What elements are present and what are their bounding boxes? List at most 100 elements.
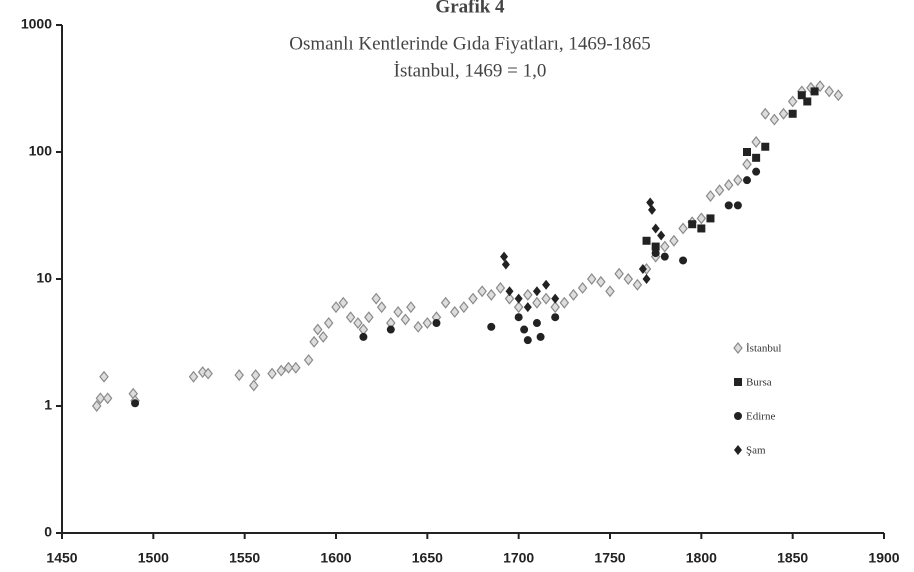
data-point bbox=[359, 332, 368, 341]
data-point bbox=[669, 234, 679, 247]
data-point bbox=[648, 204, 657, 215]
data-point bbox=[422, 317, 433, 330]
data-point bbox=[651, 242, 660, 251]
x-tick-label: 1900 bbox=[868, 550, 899, 566]
data-point bbox=[449, 306, 460, 318]
data-point bbox=[234, 369, 244, 382]
data-point bbox=[520, 325, 529, 334]
data-point bbox=[440, 296, 451, 309]
data-point bbox=[657, 230, 666, 241]
data-point bbox=[542, 279, 551, 290]
data-point bbox=[513, 301, 524, 314]
x-tick-label: 1550 bbox=[229, 550, 260, 566]
data-point bbox=[803, 97, 812, 106]
data-point bbox=[660, 240, 670, 253]
data-point bbox=[283, 361, 294, 374]
data-point bbox=[303, 354, 314, 367]
data-point bbox=[523, 288, 533, 301]
data-point bbox=[596, 275, 606, 288]
data-point bbox=[188, 370, 199, 383]
data-point bbox=[696, 212, 707, 225]
legend-marker bbox=[733, 342, 743, 354]
data-point bbox=[331, 301, 341, 314]
data-point bbox=[532, 296, 542, 309]
data-point bbox=[413, 320, 423, 333]
data-point bbox=[276, 364, 286, 377]
data-point bbox=[660, 252, 669, 261]
data-point bbox=[651, 249, 660, 258]
data-point bbox=[250, 369, 261, 382]
data-point bbox=[551, 293, 560, 304]
legend-label: Bursa bbox=[746, 377, 772, 389]
data-point bbox=[797, 91, 806, 100]
data-point bbox=[651, 223, 660, 234]
data-point bbox=[541, 292, 551, 305]
y-tick-label: 100 bbox=[29, 143, 53, 159]
data-point bbox=[400, 313, 411, 326]
data-point bbox=[487, 322, 496, 331]
data-point bbox=[371, 292, 381, 305]
data-point bbox=[323, 317, 334, 330]
data-point bbox=[714, 184, 725, 197]
data-point bbox=[623, 273, 634, 285]
data-point bbox=[743, 176, 751, 185]
data-point bbox=[638, 263, 647, 274]
data-point bbox=[810, 87, 819, 96]
data-point bbox=[833, 89, 844, 102]
data-point bbox=[393, 306, 403, 318]
data-point bbox=[733, 174, 743, 187]
data-point bbox=[312, 323, 323, 336]
data-point bbox=[586, 273, 597, 285]
data-point bbox=[203, 367, 213, 380]
data-point bbox=[504, 292, 515, 305]
data-point bbox=[338, 296, 349, 309]
x-tick-label: 1800 bbox=[686, 550, 717, 566]
data-point bbox=[536, 332, 545, 341]
x-tick-label: 1600 bbox=[320, 550, 351, 566]
data-point bbox=[733, 201, 742, 210]
data-point bbox=[291, 361, 301, 374]
data-point bbox=[532, 319, 541, 328]
data-point bbox=[376, 301, 387, 314]
data-point bbox=[468, 292, 478, 305]
data-point bbox=[788, 109, 797, 118]
data-point bbox=[91, 400, 102, 412]
data-point bbox=[761, 142, 770, 151]
data-point bbox=[550, 301, 560, 314]
data-point bbox=[614, 267, 624, 280]
data-point bbox=[769, 113, 780, 126]
y-tick-label: 1 bbox=[44, 397, 52, 413]
data-point bbox=[131, 399, 140, 408]
y-tick-label: 10 bbox=[36, 270, 52, 286]
data-point bbox=[532, 286, 541, 297]
chart-title: Grafik 4 bbox=[435, 0, 505, 17]
data-point bbox=[267, 367, 277, 380]
data-point bbox=[500, 251, 509, 262]
data-point bbox=[642, 236, 651, 245]
data-point bbox=[99, 370, 109, 383]
x-tick-label: 1850 bbox=[777, 550, 808, 566]
data-point bbox=[752, 167, 761, 176]
data-point bbox=[760, 107, 771, 120]
chart-subtitle: İstanbul, 1469 = 1,0 bbox=[394, 60, 547, 81]
data-point bbox=[486, 288, 497, 301]
data-point bbox=[477, 285, 487, 298]
data-point bbox=[577, 282, 588, 294]
y-tick-label: 0 bbox=[44, 524, 52, 540]
data-point bbox=[724, 201, 733, 210]
data-point bbox=[679, 256, 688, 265]
data-point bbox=[432, 319, 441, 328]
data-point bbox=[459, 301, 469, 314]
data-point bbox=[697, 224, 706, 233]
data-point bbox=[646, 197, 655, 208]
data-point bbox=[778, 107, 789, 120]
data-point bbox=[309, 335, 319, 348]
chart-subtitle: Osmanlı Kentlerinde Gıda Fiyatları, 1469… bbox=[289, 33, 650, 54]
data-point bbox=[523, 336, 532, 345]
legend-marker bbox=[734, 412, 742, 420]
data-point bbox=[787, 95, 798, 108]
data-point bbox=[523, 302, 532, 313]
data-point bbox=[249, 379, 259, 392]
legend-label: Edirne bbox=[746, 411, 775, 423]
